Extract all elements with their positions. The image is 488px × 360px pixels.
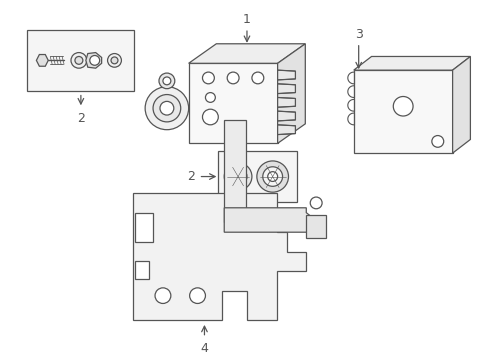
Text: 2: 2 bbox=[186, 170, 194, 183]
Circle shape bbox=[163, 77, 170, 85]
Circle shape bbox=[189, 288, 205, 303]
Bar bbox=[135, 261, 149, 279]
Circle shape bbox=[233, 172, 243, 181]
Polygon shape bbox=[353, 57, 469, 70]
Bar bbox=[353, 70, 452, 153]
Circle shape bbox=[262, 167, 282, 186]
Circle shape bbox=[431, 136, 443, 147]
Polygon shape bbox=[224, 208, 316, 232]
Polygon shape bbox=[277, 84, 295, 94]
Polygon shape bbox=[86, 53, 102, 68]
Circle shape bbox=[153, 95, 181, 122]
Circle shape bbox=[229, 168, 246, 185]
Polygon shape bbox=[277, 98, 295, 107]
Circle shape bbox=[392, 96, 412, 116]
Circle shape bbox=[71, 53, 87, 68]
Bar bbox=[218, 151, 297, 202]
Circle shape bbox=[145, 87, 188, 130]
Polygon shape bbox=[133, 193, 305, 320]
Text: 4: 4 bbox=[200, 342, 208, 355]
Circle shape bbox=[309, 197, 322, 209]
Circle shape bbox=[205, 93, 215, 102]
Circle shape bbox=[256, 161, 288, 192]
Bar bbox=[224, 120, 245, 222]
Polygon shape bbox=[277, 111, 295, 121]
Polygon shape bbox=[452, 57, 469, 153]
Circle shape bbox=[155, 288, 170, 303]
Bar bbox=[135, 213, 153, 242]
Circle shape bbox=[111, 57, 118, 64]
Polygon shape bbox=[277, 44, 305, 143]
Circle shape bbox=[251, 72, 263, 84]
Circle shape bbox=[267, 172, 277, 181]
Circle shape bbox=[227, 72, 239, 84]
Circle shape bbox=[75, 57, 82, 64]
Polygon shape bbox=[36, 54, 48, 66]
Bar bbox=[188, 63, 277, 143]
Bar bbox=[305, 215, 325, 238]
Polygon shape bbox=[188, 44, 305, 63]
Text: 2: 2 bbox=[77, 112, 84, 125]
Circle shape bbox=[224, 163, 251, 190]
Bar bbox=[27, 30, 134, 91]
Circle shape bbox=[107, 54, 121, 67]
Polygon shape bbox=[277, 125, 295, 135]
Circle shape bbox=[90, 55, 100, 65]
Circle shape bbox=[202, 72, 214, 84]
Polygon shape bbox=[277, 70, 295, 80]
Circle shape bbox=[160, 102, 173, 115]
Circle shape bbox=[202, 109, 218, 125]
Text: 1: 1 bbox=[243, 13, 250, 26]
Circle shape bbox=[159, 73, 174, 89]
Text: 3: 3 bbox=[354, 28, 362, 41]
